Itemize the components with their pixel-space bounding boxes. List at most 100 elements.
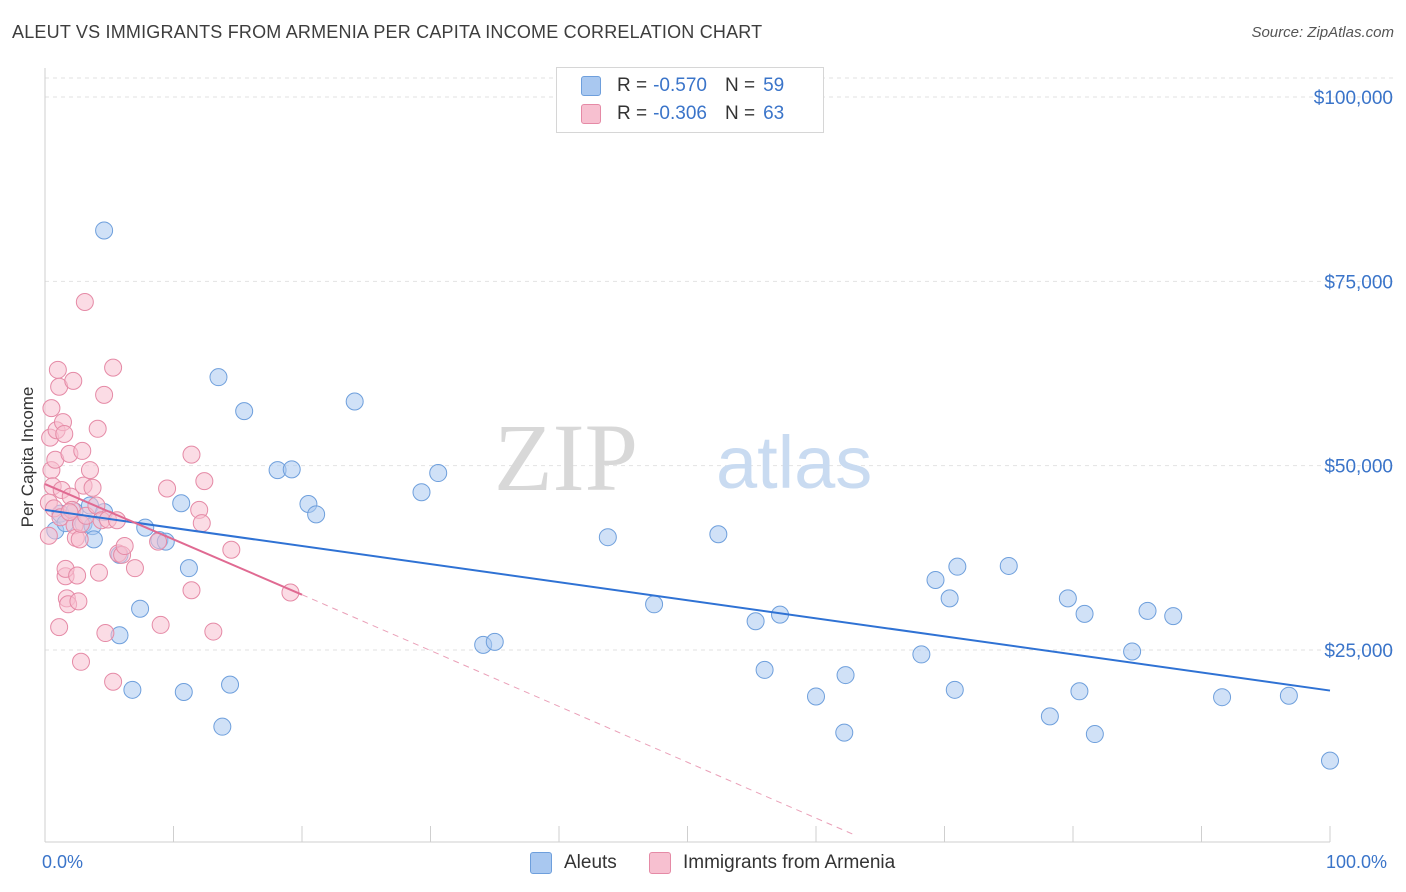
aleut-point — [645, 595, 664, 614]
series-label-aleuts: Aleuts — [564, 852, 617, 873]
aleut-point — [746, 612, 765, 631]
aleut-point — [926, 570, 945, 589]
trend-line-aleuts — [44, 508, 1331, 692]
series-legend-aleuts: Aleuts — [530, 852, 617, 874]
chart-title: ALEUT VS IMMIGRANTS FROM ARMENIA PER CAP… — [12, 22, 763, 42]
armenia-point — [71, 652, 90, 671]
legend-r-value: -0.570 — [653, 75, 707, 96]
legend-swatch-aleuts — [581, 76, 601, 96]
legend-swatch-armenia — [581, 104, 601, 124]
aleut-point — [1321, 751, 1339, 770]
grid-lines — [45, 77, 1395, 651]
y-tick-label: $75,000 — [1324, 272, 1393, 293]
aleut-point — [1070, 682, 1089, 701]
armenia-point — [115, 537, 134, 556]
series-label-armenia: Immigrants from Armenia — [683, 852, 896, 873]
y-axis-label: Per Capita Income — [18, 386, 37, 528]
correlation-legend: R = -0.570 N = 59 R = -0.306 N = 63 — [556, 67, 824, 133]
aleut-point — [1123, 642, 1142, 661]
series-legend-armenia: Immigrants from Armenia — [649, 852, 895, 874]
armenia-point — [50, 618, 69, 637]
armenia-point — [182, 581, 201, 600]
aleut-point — [1058, 589, 1077, 608]
legend-n-value: 63 — [763, 103, 785, 124]
armenia-point — [195, 472, 214, 491]
armenia-point — [89, 563, 108, 582]
y-tick-labels: $25,000 $50,000 $75,000 $100,000 — [1314, 88, 1393, 662]
legend-n-label: N = — [724, 75, 756, 96]
aleut-point — [221, 675, 240, 694]
armenia-point — [151, 615, 170, 634]
aleut-point — [235, 402, 254, 421]
aleut-point — [755, 660, 774, 679]
armenia-point — [95, 385, 114, 404]
aleut-point — [1085, 725, 1104, 744]
armenia-point — [125, 559, 144, 578]
armenia-point — [222, 540, 241, 559]
y-tick-label: $100,000 — [1314, 88, 1393, 109]
y-tick-label: $25,000 — [1324, 641, 1393, 662]
trend-line-armenia-extension — [301, 594, 854, 835]
series-swatch-armenia — [649, 852, 671, 874]
legend-r-label: R = — [617, 75, 648, 96]
series-aleuts-points — [46, 221, 1339, 770]
aleut-point — [307, 505, 326, 524]
aleut-point — [209, 368, 228, 387]
armenia-point — [39, 526, 58, 545]
armenia-point — [158, 479, 177, 498]
aleut-point — [213, 717, 232, 736]
aleut-point — [345, 392, 364, 411]
aleut-point — [940, 589, 959, 608]
aleut-point — [709, 525, 728, 544]
aleut-point — [123, 680, 142, 699]
aleut-point — [1279, 686, 1298, 705]
aleut-point — [948, 557, 967, 576]
legend-r-label: R = — [617, 103, 648, 124]
armenia-point — [96, 624, 115, 643]
aleut-point — [412, 483, 431, 502]
aleut-point — [282, 460, 301, 479]
armenia-point — [83, 478, 102, 497]
armenia-point — [55, 424, 74, 443]
aleut-point — [174, 683, 193, 702]
aleut-point — [1075, 604, 1094, 623]
trend-line-armenia — [44, 483, 303, 596]
armenia-point — [70, 530, 89, 549]
aleut-point — [836, 666, 855, 685]
armenia-point — [88, 419, 107, 438]
aleut-point — [429, 464, 448, 483]
armenia-point — [104, 672, 123, 691]
armenia-point — [204, 622, 223, 641]
armenia-point — [69, 592, 88, 611]
x-tick-label-min: 0.0% — [42, 852, 84, 872]
aleut-point — [172, 494, 191, 513]
armenia-point — [182, 445, 201, 464]
armenia-point — [42, 399, 61, 418]
trend-lines — [44, 483, 1331, 835]
armenia-point — [48, 360, 67, 379]
aleut-point — [1213, 688, 1232, 707]
legend-r-value: -0.306 — [653, 103, 707, 124]
legend-n-value: 59 — [763, 75, 785, 96]
watermark: ZIP atlas — [494, 404, 872, 511]
armenia-point — [75, 292, 94, 311]
x-tick-label-max: 100.0% — [1326, 852, 1388, 872]
aleut-point — [835, 723, 854, 742]
aleut-point — [131, 599, 150, 618]
series-legend: Aleuts Immigrants from Armenia — [0, 852, 1406, 878]
aleut-point — [999, 556, 1018, 575]
aleut-point — [95, 221, 114, 240]
aleut-point — [1040, 707, 1059, 726]
armenia-point — [104, 358, 123, 377]
aleut-point — [179, 559, 198, 578]
legend-row-armenia: R = -0.306 N = 63 — [581, 102, 784, 126]
y-tick-label: $50,000 — [1324, 457, 1393, 478]
armenia-point — [68, 566, 87, 585]
armenia-point — [80, 461, 99, 480]
watermark-atlas: atlas — [716, 421, 872, 504]
series-swatch-aleuts — [530, 852, 552, 874]
aleut-point — [945, 680, 964, 699]
watermark-zip: ZIP — [494, 404, 638, 511]
aleut-point — [485, 632, 504, 651]
